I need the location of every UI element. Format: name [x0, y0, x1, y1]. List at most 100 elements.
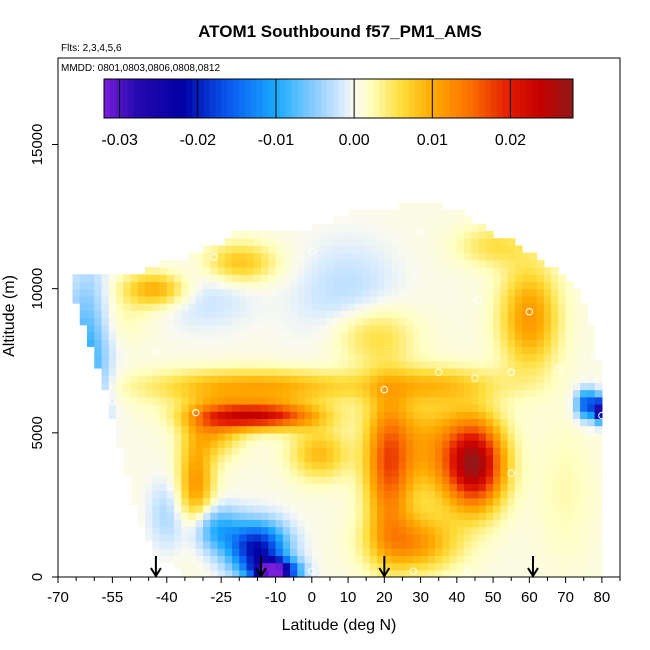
heatmap-cell	[543, 440, 552, 448]
heatmap-cell	[500, 548, 509, 556]
heatmap-cell	[558, 295, 567, 304]
heatmap-cell	[464, 569, 472, 578]
heatmap-cell	[507, 569, 516, 578]
heatmap-cell	[326, 223, 335, 232]
heatmap-cell	[442, 252, 451, 261]
heatmap-cell	[340, 216, 349, 225]
heatmap-cell	[442, 324, 451, 333]
heatmap-cell	[427, 476, 436, 484]
heatmap-cell	[406, 519, 414, 528]
heatmap-cell	[137, 346, 146, 355]
heatmap-cell	[464, 526, 472, 535]
heatmap-cell	[203, 411, 211, 420]
colorbar-segment	[332, 79, 339, 118]
heatmap-cell	[442, 526, 451, 535]
heatmap-cell	[340, 231, 349, 239]
heatmap-cell	[413, 346, 422, 355]
heatmap-cell	[507, 562, 516, 571]
heatmap-cell	[282, 569, 291, 578]
heatmap-cell	[514, 562, 523, 571]
heatmap-cell	[543, 454, 552, 463]
heatmap-cell	[362, 223, 371, 232]
heatmap-cell	[500, 288, 509, 297]
heatmap-cell	[420, 533, 429, 542]
heatmap-cell	[311, 267, 320, 275]
heatmap-cell	[232, 339, 240, 347]
heatmap-cell	[464, 303, 472, 311]
heatmap-cell	[551, 490, 559, 499]
heatmap-cell	[514, 447, 523, 456]
heatmap-cell	[319, 245, 327, 254]
heatmap-cell	[391, 454, 400, 463]
heatmap-cell	[159, 483, 168, 492]
heatmap-cell	[471, 461, 480, 470]
heatmap-cell	[348, 418, 356, 427]
heatmap-cell	[304, 476, 313, 484]
heatmap-cell	[369, 245, 378, 254]
heatmap-cell	[580, 519, 588, 528]
heatmap-cell	[203, 519, 211, 528]
heatmap-cell	[500, 245, 509, 254]
heatmap-cell	[536, 353, 545, 362]
heatmap-cell	[514, 310, 523, 319]
heatmap-cell	[384, 476, 393, 484]
heatmap-cell	[304, 490, 313, 499]
heatmap-cell	[326, 476, 335, 484]
heatmap-cell	[558, 389, 567, 398]
heatmap-cell	[514, 461, 523, 470]
measurement-point	[119, 515, 127, 524]
heatmap-cell	[224, 526, 233, 535]
heatmap-cell	[551, 447, 559, 456]
heatmap-cell	[152, 418, 161, 427]
heatmap-cell	[246, 504, 255, 513]
heatmap-cell	[543, 353, 552, 362]
heatmap-cell	[261, 259, 269, 268]
heatmap-cell	[449, 252, 458, 261]
colorbar-segment	[232, 79, 240, 118]
heatmap-cell	[246, 245, 255, 254]
heatmap-cell	[348, 267, 356, 275]
heatmap-cell	[145, 432, 153, 441]
heatmap-cell	[340, 346, 349, 355]
heatmap-cell	[522, 303, 530, 311]
heatmap-cell	[377, 425, 385, 434]
heatmap-cell	[282, 411, 291, 420]
heatmap-cell	[384, 274, 393, 283]
heatmap-cell	[406, 267, 414, 275]
heatmap-cell	[478, 382, 487, 391]
heatmap-cell	[203, 454, 211, 463]
heatmap-cell	[174, 504, 182, 513]
heatmap-cell	[449, 331, 458, 340]
heatmap-cell	[297, 548, 306, 556]
heatmap-cell	[203, 382, 211, 391]
heatmap-cell	[188, 555, 197, 564]
heatmap-cell	[471, 360, 480, 369]
heatmap-cell	[94, 331, 103, 340]
heatmap-cell	[174, 360, 182, 369]
heatmap-cell	[145, 519, 153, 528]
heatmap-cell	[195, 447, 204, 456]
heatmap-cell	[507, 548, 516, 556]
heatmap-cell	[551, 288, 559, 297]
heatmap-cell	[442, 447, 451, 456]
heatmap-cell	[580, 504, 588, 513]
heatmap-cell	[413, 490, 422, 499]
heatmap-cell	[391, 303, 400, 311]
heatmap-cell	[398, 411, 407, 420]
heatmap-cell	[377, 238, 385, 247]
heatmap-cell	[398, 533, 407, 542]
heatmap-cell	[355, 238, 364, 247]
heatmap-cell	[369, 267, 378, 275]
heatmap-cell	[101, 295, 110, 304]
colorbar-segment	[309, 79, 316, 118]
heatmap-cell	[261, 324, 269, 333]
heatmap-cell	[362, 555, 371, 564]
heatmap-cell	[551, 562, 559, 571]
heatmap-cell	[304, 324, 313, 333]
heatmap-cell	[116, 389, 124, 398]
heatmap-cell	[507, 245, 516, 254]
heatmap-cell	[449, 367, 458, 376]
heatmap-cell	[565, 382, 574, 391]
heatmap-cell	[203, 324, 211, 333]
heatmap-cell	[507, 389, 516, 398]
